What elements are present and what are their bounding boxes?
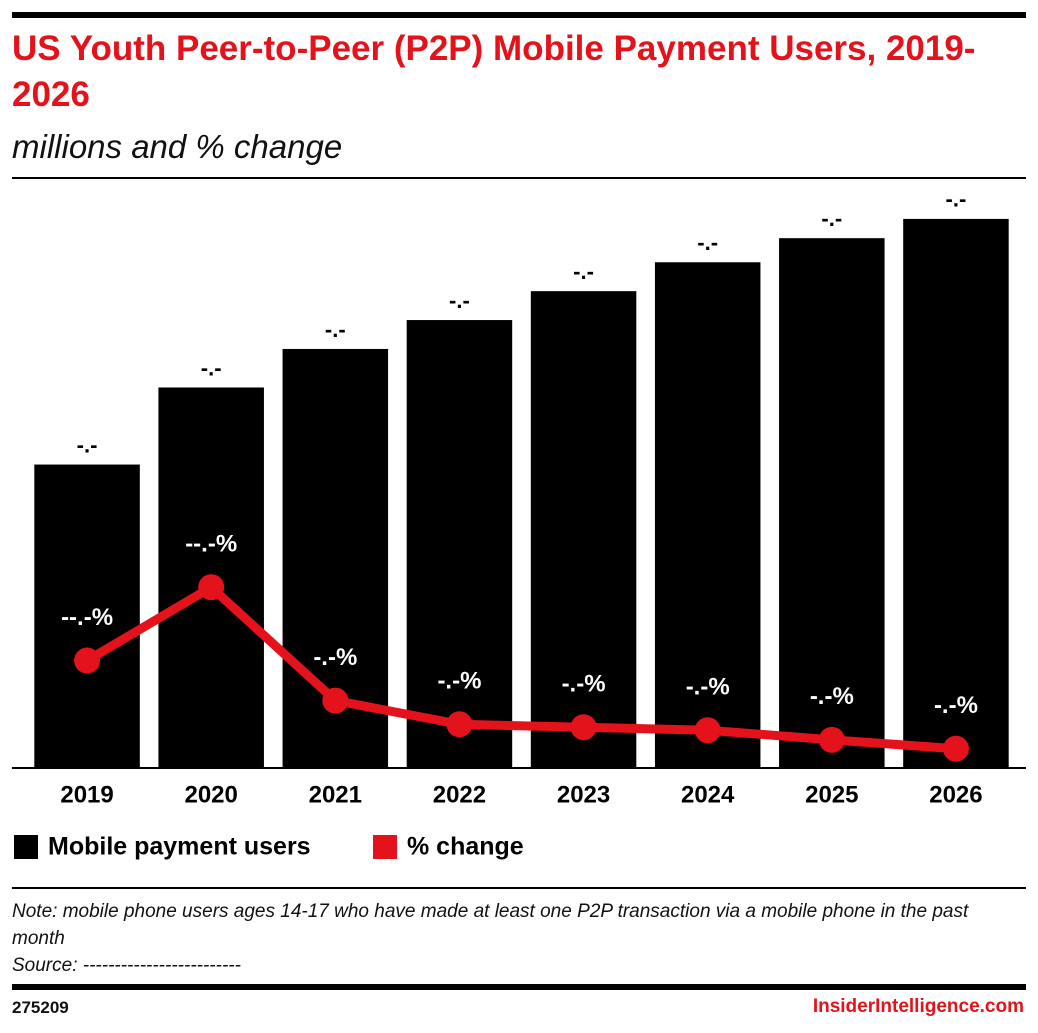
line-point bbox=[74, 647, 101, 674]
data-label: --.-% bbox=[61, 604, 113, 631]
data-label: -.- bbox=[573, 259, 594, 284]
line-point bbox=[446, 711, 473, 738]
data-label: -.-% bbox=[313, 644, 357, 671]
bottom-rule bbox=[12, 984, 1026, 990]
note-rule bbox=[12, 887, 1026, 889]
x-tick-label: 2024 bbox=[681, 781, 735, 808]
chart-title: US Youth Peer-to-Peer (P2P) Mobile Payme… bbox=[12, 29, 976, 114]
x-tick-label: 2019 bbox=[60, 781, 113, 808]
bar bbox=[779, 238, 885, 768]
x-tick-label: 2021 bbox=[309, 781, 362, 808]
note: Note: mobile phone users ages 14-17 who … bbox=[12, 898, 1022, 979]
legend-label: Mobile payment users bbox=[48, 833, 311, 861]
line-point bbox=[942, 735, 969, 762]
data-label: -.-% bbox=[934, 692, 978, 719]
data-label: -.- bbox=[325, 317, 346, 342]
line-point bbox=[198, 574, 225, 601]
x-tick-label: 2022 bbox=[433, 781, 486, 808]
bar bbox=[654, 262, 761, 768]
data-label: -.-% bbox=[686, 674, 730, 701]
line bbox=[84, 582, 957, 754]
bar bbox=[34, 464, 140, 768]
line-point bbox=[818, 726, 845, 753]
subtitle-rule bbox=[12, 177, 1026, 179]
chart-id: 275209 bbox=[12, 998, 69, 1017]
source-text: Source: ------------------------- bbox=[12, 955, 241, 976]
x-tick-label: 2023 bbox=[557, 781, 610, 808]
data-label: -.- bbox=[946, 187, 967, 212]
data-label: -.-% bbox=[562, 671, 606, 698]
bar bbox=[406, 320, 513, 768]
top-rule bbox=[12, 12, 1026, 18]
legend-swatch bbox=[373, 835, 397, 859]
legend-label: % change bbox=[407, 833, 524, 861]
data-label: -.- bbox=[77, 432, 98, 457]
bar bbox=[530, 291, 637, 768]
brand: InsiderIntelligence.com bbox=[812, 996, 1024, 1017]
chart-subtitle: millions and % change bbox=[12, 128, 343, 165]
data-label: -.- bbox=[821, 206, 842, 231]
data-label: -.- bbox=[449, 288, 470, 313]
line-point bbox=[322, 687, 349, 714]
data-label: --.-% bbox=[185, 531, 237, 558]
data-label: -.- bbox=[201, 355, 222, 380]
data-label: -.-% bbox=[437, 668, 481, 695]
data-label: -.-% bbox=[810, 683, 854, 710]
x-tick-label: 2026 bbox=[929, 781, 982, 808]
x-tick-label: 2020 bbox=[184, 781, 237, 808]
note-text: Note: mobile phone users ages 14-17 who … bbox=[12, 901, 969, 949]
line-point bbox=[570, 714, 597, 741]
data-label: -.- bbox=[697, 230, 718, 255]
line-point bbox=[694, 717, 721, 744]
x-tick-label: 2025 bbox=[805, 781, 858, 808]
bar bbox=[903, 218, 1009, 768]
legend-swatch bbox=[14, 835, 38, 859]
